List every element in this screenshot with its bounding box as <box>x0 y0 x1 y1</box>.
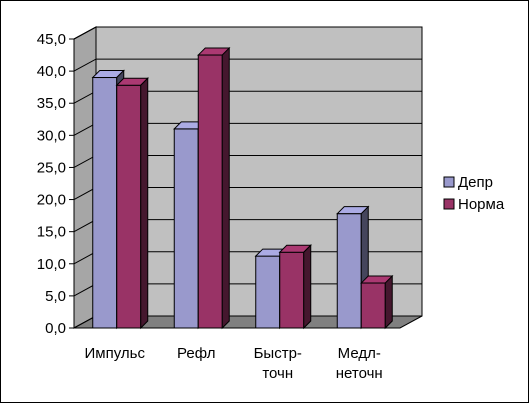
gridline <box>73 26 422 40</box>
bar-front <box>92 77 118 329</box>
y-tick-label: 30,0 <box>37 127 66 144</box>
y-tick-label: 45,0 <box>37 31 66 48</box>
bar-side <box>221 46 230 330</box>
x-category-label: Импульс <box>85 345 146 362</box>
x-category-label: точн <box>262 365 293 382</box>
bar-front <box>279 251 305 329</box>
x-category-label: Рефл <box>177 345 215 362</box>
x-category-label: Быстр- <box>254 345 302 362</box>
gridline <box>73 58 422 72</box>
legend-swatch <box>443 176 455 188</box>
legend-swatch <box>443 198 455 210</box>
bar-side <box>140 77 149 330</box>
y-tick-label: 15,0 <box>37 224 66 241</box>
bar-front <box>173 128 199 329</box>
bar-front <box>255 255 281 329</box>
legend-label: Норма <box>458 196 505 213</box>
x-category-label: Медл- <box>338 345 381 362</box>
y-tick-label: 0,0 <box>45 320 66 337</box>
bar-front <box>360 282 386 329</box>
x-category-label: неточн <box>336 365 383 382</box>
bar-front <box>197 54 223 329</box>
y-tick-label: 25,0 <box>37 159 66 176</box>
bar-front <box>336 213 362 329</box>
y-tick-label: 10,0 <box>37 256 66 273</box>
y-tick-label: 35,0 <box>37 95 66 112</box>
bar-front <box>116 84 142 329</box>
y-tick-label: 20,0 <box>37 192 66 209</box>
y-tick-label: 5,0 <box>45 288 66 305</box>
bar-side <box>384 274 393 330</box>
legend-label: Депр <box>458 174 493 191</box>
y-tick-label: 40,0 <box>37 63 66 80</box>
bar-side <box>303 244 312 330</box>
